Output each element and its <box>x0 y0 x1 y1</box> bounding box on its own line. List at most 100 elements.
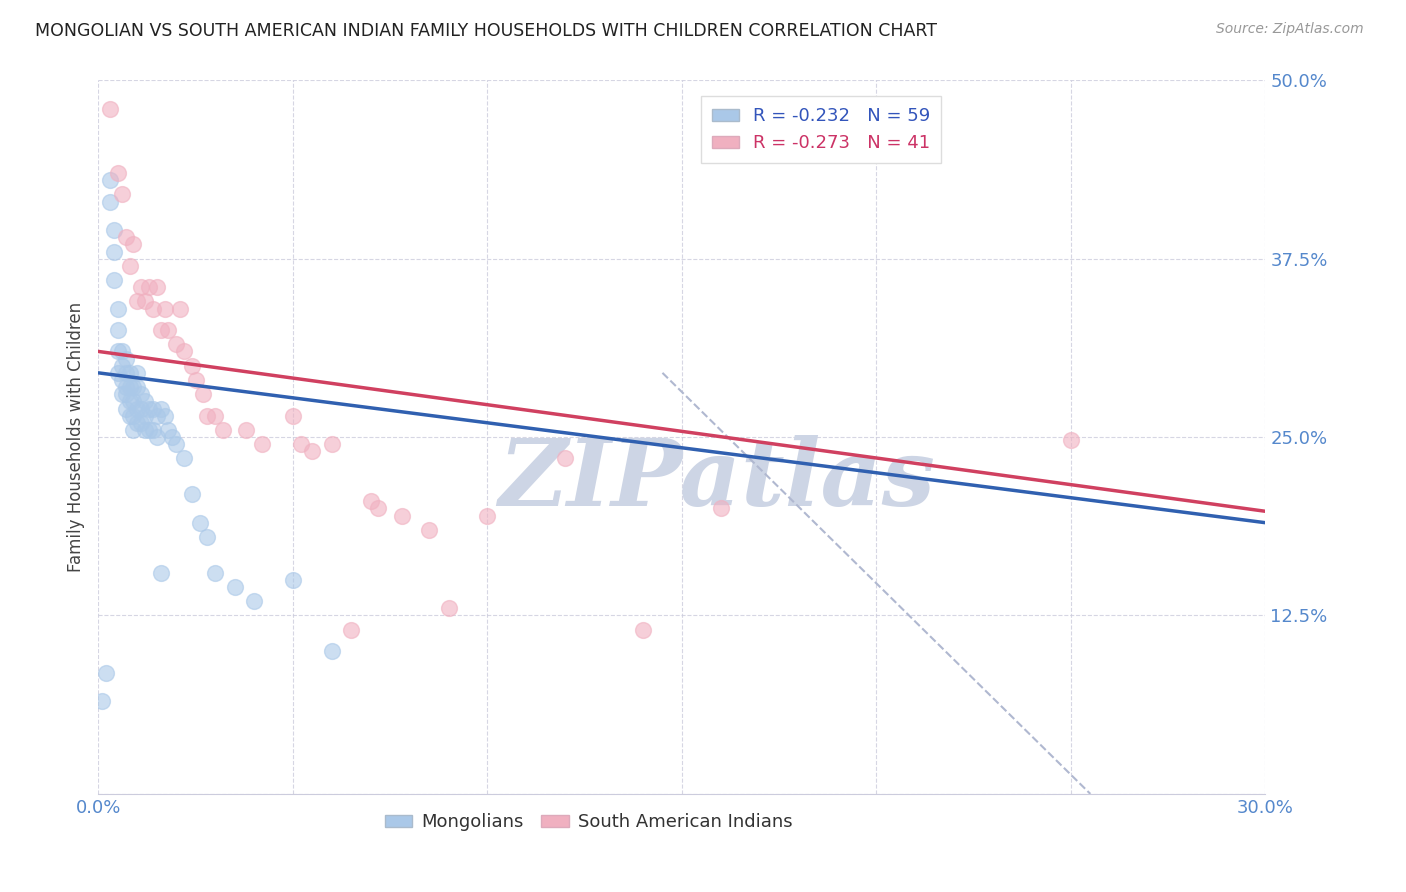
Point <box>111 344 134 359</box>
Point <box>360 494 382 508</box>
Point <box>138 280 160 294</box>
Point <box>129 416 152 430</box>
Point <box>149 566 172 580</box>
Point <box>111 359 134 373</box>
Point <box>224 580 246 594</box>
Point <box>111 187 134 202</box>
Point <box>114 366 136 380</box>
Point <box>146 280 169 294</box>
Point <box>188 516 211 530</box>
Point <box>243 594 266 608</box>
Text: MONGOLIAN VS SOUTH AMERICAN INDIAN FAMILY HOUSEHOLDS WITH CHILDREN CORRELATION C: MONGOLIAN VS SOUTH AMERICAN INDIAN FAMIL… <box>35 22 938 40</box>
Point <box>281 409 304 423</box>
Point <box>169 301 191 316</box>
Point <box>111 387 134 401</box>
Point <box>250 437 273 451</box>
Point <box>290 437 312 451</box>
Point <box>107 301 129 316</box>
Point <box>114 351 136 366</box>
Point <box>146 409 169 423</box>
Point <box>142 423 165 437</box>
Point <box>122 409 145 423</box>
Legend: Mongolians, South American Indians: Mongolians, South American Indians <box>378 806 800 838</box>
Point <box>321 437 343 451</box>
Point <box>142 301 165 316</box>
Point <box>418 523 440 537</box>
Point <box>367 501 389 516</box>
Point <box>134 294 156 309</box>
Point <box>122 423 145 437</box>
Point <box>129 401 152 416</box>
Point <box>212 423 235 437</box>
Point <box>118 409 141 423</box>
Point <box>129 280 152 294</box>
Point <box>103 244 125 259</box>
Point <box>173 344 195 359</box>
Point <box>122 380 145 394</box>
Text: ZIPatlas: ZIPatlas <box>498 435 935 524</box>
Point <box>103 223 125 237</box>
Point <box>1060 433 1083 447</box>
Point <box>153 301 176 316</box>
Point <box>118 366 141 380</box>
Point <box>98 173 121 187</box>
Point <box>710 501 733 516</box>
Point <box>180 359 202 373</box>
Point <box>98 102 121 116</box>
Point <box>114 401 136 416</box>
Point <box>204 566 226 580</box>
Point <box>301 444 323 458</box>
Point <box>195 409 218 423</box>
Point <box>165 337 187 351</box>
Point <box>281 573 304 587</box>
Point <box>391 508 413 523</box>
Point <box>631 623 654 637</box>
Point <box>127 366 149 380</box>
Point <box>98 194 121 209</box>
Point <box>138 401 160 416</box>
Point <box>127 294 149 309</box>
Point <box>153 409 176 423</box>
Point <box>91 694 114 708</box>
Point <box>134 394 156 409</box>
Point <box>173 451 195 466</box>
Point <box>193 387 215 401</box>
Point <box>114 387 136 401</box>
Point <box>134 409 156 423</box>
Point <box>107 166 129 180</box>
Point <box>122 237 145 252</box>
Point <box>107 344 129 359</box>
Point <box>165 437 187 451</box>
Point <box>111 373 134 387</box>
Point <box>149 401 172 416</box>
Point <box>184 373 207 387</box>
Point <box>103 273 125 287</box>
Point <box>127 380 149 394</box>
Point <box>118 380 141 394</box>
Point <box>204 409 226 423</box>
Point <box>554 451 576 466</box>
Point <box>149 323 172 337</box>
Point <box>146 430 169 444</box>
Point <box>321 644 343 658</box>
Point <box>235 423 257 437</box>
Point <box>127 401 149 416</box>
Point <box>134 423 156 437</box>
Point <box>96 665 118 680</box>
Y-axis label: Family Households with Children: Family Households with Children <box>66 302 84 572</box>
Point <box>157 323 180 337</box>
Point <box>157 423 180 437</box>
Point <box>129 387 152 401</box>
Point <box>107 366 129 380</box>
Point <box>122 394 145 409</box>
Point <box>142 401 165 416</box>
Point <box>127 416 149 430</box>
Point <box>477 508 499 523</box>
Point <box>138 423 160 437</box>
Point <box>118 259 141 273</box>
Text: Source: ZipAtlas.com: Source: ZipAtlas.com <box>1216 22 1364 37</box>
Point <box>195 530 218 544</box>
Point <box>118 394 141 409</box>
Point <box>340 623 363 637</box>
Point <box>162 430 184 444</box>
